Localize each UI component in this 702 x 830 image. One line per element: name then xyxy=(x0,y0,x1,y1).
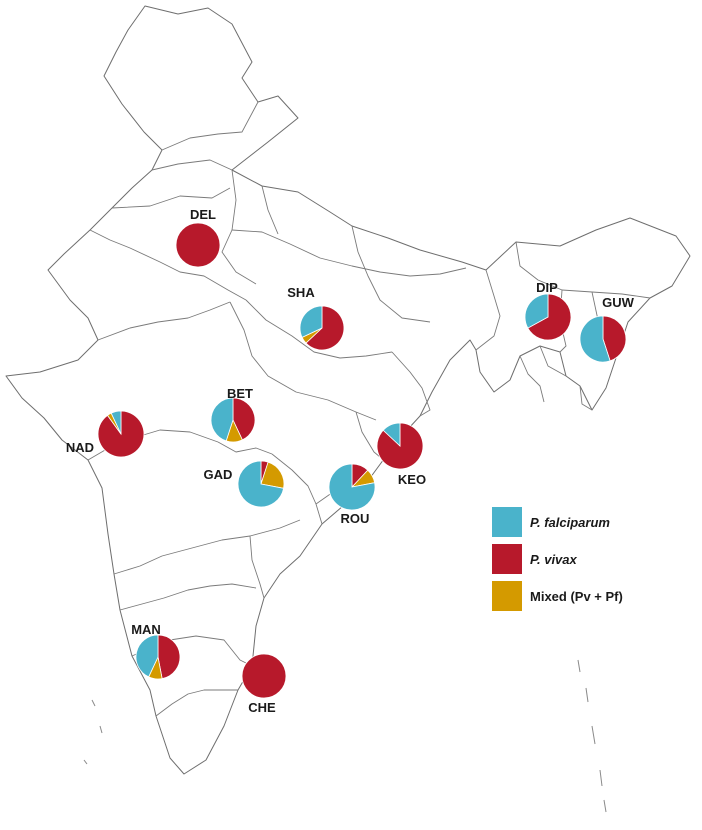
pie-slice-rou-pf xyxy=(328,463,376,511)
pie-che xyxy=(241,653,287,699)
pie-slice-gad-mixed xyxy=(260,461,285,489)
pie-slice-gad-pf xyxy=(237,460,285,508)
site-label-dip: DIP xyxy=(536,280,558,295)
pie-slice-sha-pv xyxy=(305,305,345,351)
pie-bet xyxy=(210,397,256,443)
site-label-man: MAN xyxy=(131,622,161,637)
legend-item-pv: P. vivax xyxy=(492,542,697,576)
legend-swatch-pv xyxy=(492,544,522,574)
site-labels: DEL SHA DIP GUW BET NAD GAD KEO ROU MAN CHE xyxy=(66,207,635,715)
pie-slice-che-pv xyxy=(241,653,287,699)
pie-del xyxy=(175,222,221,268)
pie-gad xyxy=(237,460,285,508)
pie-slice-guw-pf xyxy=(579,315,611,363)
pie-sha xyxy=(299,305,345,351)
legend-label-mixed: Mixed (Pv + Pf) xyxy=(530,588,623,604)
pie-slice-nad-pf xyxy=(110,410,122,435)
legend-label-pf: P. falciparum xyxy=(530,514,610,530)
legend-swatch-mixed xyxy=(492,581,522,611)
pie-slice-sha-pf xyxy=(299,305,323,338)
legend-label-pv: P. vivax xyxy=(530,551,577,567)
islands xyxy=(83,659,607,813)
pie-man xyxy=(135,634,181,680)
pie-slice-guw-pv xyxy=(602,315,627,362)
pie-rou xyxy=(328,463,376,511)
legend: P. falciparum P. vivax Mixed (Pv + Pf) xyxy=(492,505,697,616)
pie-slice-keo-pf xyxy=(382,422,401,447)
site-label-sha: SHA xyxy=(287,285,315,300)
pie-slice-man-pv xyxy=(157,634,181,680)
pie-slice-bet-pf xyxy=(210,397,234,442)
pie-slice-dip-pf xyxy=(524,293,549,329)
site-label-guw: GUW xyxy=(602,295,635,310)
site-label-nad: NAD xyxy=(66,440,94,455)
pie-keo xyxy=(376,422,424,470)
pie-slice-del-pv xyxy=(175,222,221,268)
pie-dip xyxy=(524,293,572,341)
legend-item-mixed: Mixed (Pv + Pf) xyxy=(492,579,697,613)
pie-slice-dip-pv xyxy=(527,293,572,341)
site-label-che: CHE xyxy=(248,700,276,715)
pie-slice-man-pf xyxy=(135,634,159,678)
legend-swatch-pf xyxy=(492,507,522,537)
pie-guw xyxy=(579,315,627,363)
site-label-rou: ROU xyxy=(341,511,370,526)
legend-item-pf: P. falciparum xyxy=(492,505,697,539)
site-label-keo: KEO xyxy=(398,472,426,487)
site-label-del: DEL xyxy=(190,207,216,222)
pie-charts xyxy=(97,222,627,699)
pie-nad xyxy=(97,410,145,458)
country-outline xyxy=(5,5,691,775)
pie-slice-bet-pv xyxy=(232,397,256,441)
site-label-bet: BET xyxy=(227,386,253,401)
site-label-gad: GAD xyxy=(204,467,233,482)
